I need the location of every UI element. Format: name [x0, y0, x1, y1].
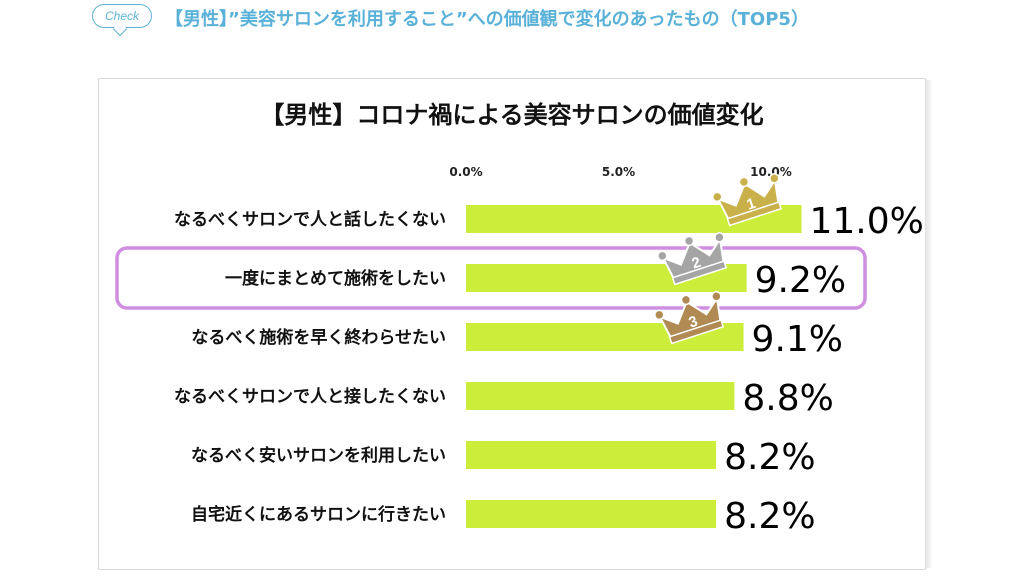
- frame-shadow: [925, 80, 933, 568]
- category-label: 自宅近くにあるサロンに行きたい: [191, 504, 446, 525]
- category-label: なるべくサロンで人と話したくない: [174, 209, 446, 230]
- value-label: 8.2%: [724, 437, 815, 478]
- value-label: 9.2%: [755, 260, 846, 301]
- tick-label: 10.0%: [750, 165, 792, 179]
- bar: [466, 441, 717, 469]
- check-badge: Check: [92, 4, 152, 28]
- page-heading: 【男性】”美容サロンを利用すること”への価値観で変化のあったもの（TOP5）: [165, 9, 809, 30]
- bar: [466, 500, 717, 528]
- value-label: 8.2%: [724, 496, 815, 537]
- category-label: なるべくサロンで人と接したくない: [174, 386, 446, 407]
- crown-icon: 1: [712, 173, 782, 227]
- bar: [466, 382, 735, 410]
- tick-label: 5.0%: [602, 165, 635, 179]
- tick-label: 0.0%: [449, 165, 482, 179]
- crown-icon: 2: [657, 232, 728, 286]
- category-label: なるべく安いサロンを利用したい: [191, 445, 446, 466]
- crown-icon: 3: [654, 291, 725, 345]
- chart-title: 【男性】コロナ禍による美容サロンの価値変化: [260, 101, 764, 129]
- category-label: 一度にまとめて施術をしたい: [225, 268, 446, 289]
- value-label: 11.0%: [810, 201, 924, 242]
- highlight-box: [115, 246, 867, 310]
- value-label: 8.8%: [742, 378, 833, 419]
- category-label: なるべく施術を早く終わらせたい: [191, 327, 446, 348]
- value-label: 9.1%: [752, 319, 843, 360]
